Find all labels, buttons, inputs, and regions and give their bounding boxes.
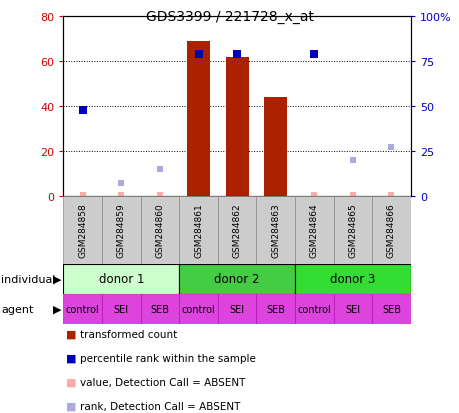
Bar — [371, 196, 410, 264]
Text: SEB: SEB — [266, 304, 285, 314]
Text: ■: ■ — [66, 377, 76, 387]
Text: donor 3: donor 3 — [330, 273, 375, 286]
Bar — [63, 196, 102, 264]
Text: donor 2: donor 2 — [214, 273, 259, 286]
Bar — [140, 294, 179, 324]
Text: GDS3399 / 221728_x_at: GDS3399 / 221728_x_at — [146, 10, 313, 24]
Bar — [294, 196, 333, 264]
Text: GSM284864: GSM284864 — [309, 203, 318, 257]
Bar — [102, 294, 140, 324]
Bar — [102, 196, 140, 264]
Bar — [179, 196, 218, 264]
Bar — [140, 196, 179, 264]
Text: SEI: SEI — [229, 304, 244, 314]
Bar — [179, 264, 294, 294]
Text: agent: agent — [1, 304, 33, 314]
Text: GSM284860: GSM284860 — [155, 203, 164, 258]
Text: GSM284863: GSM284863 — [271, 203, 280, 258]
Text: SEI: SEI — [113, 304, 129, 314]
Text: GSM284865: GSM284865 — [347, 203, 357, 258]
Text: GSM284861: GSM284861 — [194, 203, 202, 258]
Text: individual: individual — [1, 274, 55, 284]
Text: GSM284866: GSM284866 — [386, 203, 395, 258]
Text: rank, Detection Call = ABSENT: rank, Detection Call = ABSENT — [80, 401, 241, 411]
Text: SEB: SEB — [381, 304, 400, 314]
Text: control: control — [297, 304, 330, 314]
Bar — [294, 294, 333, 324]
Bar — [256, 294, 294, 324]
Text: control: control — [181, 304, 215, 314]
Text: GSM284859: GSM284859 — [117, 203, 126, 258]
Bar — [63, 264, 179, 294]
Text: percentile rank within the sample: percentile rank within the sample — [80, 353, 256, 363]
Text: ■: ■ — [66, 401, 76, 411]
Bar — [63, 294, 102, 324]
Text: control: control — [66, 304, 100, 314]
Bar — [186, 42, 210, 196]
Bar — [256, 196, 294, 264]
Text: ■: ■ — [66, 353, 76, 363]
Text: GSM284858: GSM284858 — [78, 203, 87, 258]
Bar — [218, 294, 256, 324]
Text: value, Detection Call = ABSENT: value, Detection Call = ABSENT — [80, 377, 246, 387]
Bar — [333, 294, 371, 324]
Bar — [225, 57, 248, 196]
Text: ▶: ▶ — [53, 274, 62, 284]
Text: transformed count: transformed count — [80, 329, 177, 339]
Text: SEI: SEI — [345, 304, 360, 314]
Bar — [218, 196, 256, 264]
Bar — [263, 98, 287, 196]
Text: ■: ■ — [66, 329, 76, 339]
Text: SEB: SEB — [150, 304, 169, 314]
Bar — [333, 196, 371, 264]
Text: ▶: ▶ — [53, 304, 62, 314]
Bar — [294, 264, 410, 294]
Bar — [371, 294, 410, 324]
Bar — [179, 294, 218, 324]
Text: donor 1: donor 1 — [98, 273, 144, 286]
Text: GSM284862: GSM284862 — [232, 203, 241, 257]
